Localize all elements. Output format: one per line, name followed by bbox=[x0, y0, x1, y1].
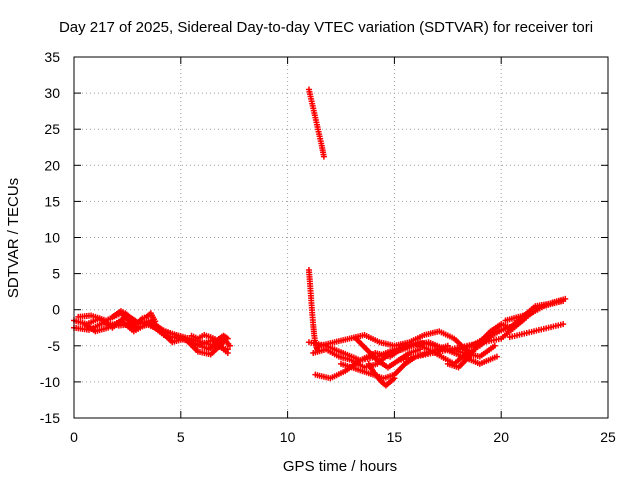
y-tick-label: 35 bbox=[44, 49, 60, 65]
y-tick-label: -10 bbox=[40, 374, 60, 390]
data-point bbox=[220, 339, 227, 346]
data-point bbox=[560, 321, 567, 328]
chart-title: Day 217 of 2025, Sidereal Day-to-day VTE… bbox=[59, 19, 593, 36]
y-tick-label: 5 bbox=[52, 266, 60, 282]
data-point bbox=[417, 346, 424, 353]
data-point bbox=[391, 375, 398, 382]
data-point bbox=[491, 342, 498, 349]
grid bbox=[74, 57, 608, 418]
x-axis-label: GPS time / hours bbox=[283, 458, 397, 475]
y-tick-label: -15 bbox=[40, 410, 60, 426]
x-tick-label: 20 bbox=[493, 429, 509, 445]
y-tick-label: -5 bbox=[48, 338, 61, 354]
x-tick-label: 25 bbox=[600, 429, 616, 445]
data-point bbox=[224, 350, 231, 357]
x-tick-label: 10 bbox=[280, 429, 296, 445]
y-tick-label: 30 bbox=[44, 85, 60, 101]
y-tick-label: 0 bbox=[52, 302, 60, 318]
data-points bbox=[71, 86, 569, 389]
x-tick-label: 0 bbox=[70, 429, 78, 445]
plot-frame bbox=[73, 56, 609, 419]
y-tick-label: 20 bbox=[44, 157, 60, 173]
data-point bbox=[320, 153, 327, 160]
x-tick-label: 15 bbox=[387, 429, 403, 445]
data-point bbox=[560, 298, 567, 305]
axis-ticks: 0 5 10 15 20 25 -15 -10 -5 0 5 10 15 20 25 30 35 bbox=[40, 49, 616, 445]
y-tick-label: 15 bbox=[44, 193, 60, 209]
data-point bbox=[224, 335, 231, 342]
data-point bbox=[226, 342, 233, 349]
data-point bbox=[152, 318, 159, 325]
y-tick-label: 25 bbox=[44, 121, 60, 137]
x-tick-label: 5 bbox=[177, 429, 185, 445]
y-tick-label: 10 bbox=[44, 230, 60, 246]
y-axis-label: SDTVAR / TECUs bbox=[5, 178, 22, 298]
data-point bbox=[493, 353, 500, 360]
